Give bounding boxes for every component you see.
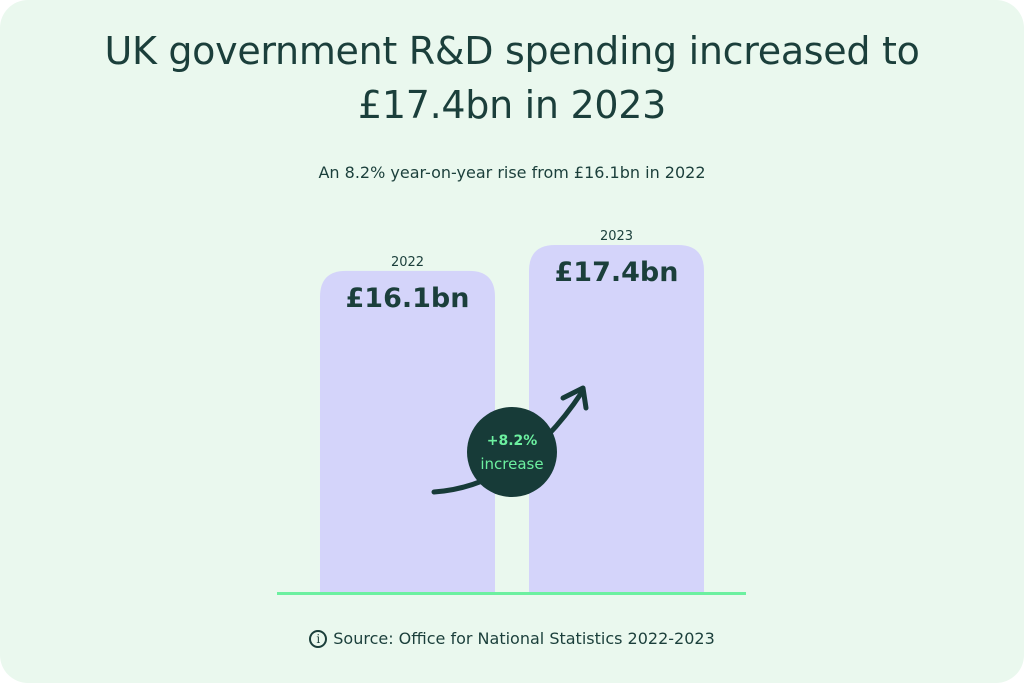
category-label: 2022 [391, 255, 424, 270]
source-text: Source: Office for National Statistics 2… [333, 629, 715, 648]
category-label: 2023 [600, 229, 633, 244]
bar-2023 [529, 245, 704, 592]
value-label: £17.4bn [555, 257, 679, 288]
bar-2022 [320, 270, 495, 592]
arrow-head-icon [560, 385, 589, 411]
increase-label: increase [480, 455, 543, 473]
value-label: £16.1bn [346, 283, 470, 314]
info-icon: i [309, 629, 328, 648]
title-line-2: £17.4bn in 2023 [358, 83, 666, 127]
increase-badge [467, 407, 557, 497]
chart-title: UK government R&D spending increased to … [0, 24, 1024, 132]
chart-subtitle: An 8.2% year-on-year rise from £16.1bn i… [318, 163, 706, 182]
source-note: i Source: Office for National Statistics… [0, 629, 1024, 648]
title-line-1: UK government R&D spending increased to [104, 29, 920, 73]
increase-value: +8.2% [487, 433, 538, 449]
